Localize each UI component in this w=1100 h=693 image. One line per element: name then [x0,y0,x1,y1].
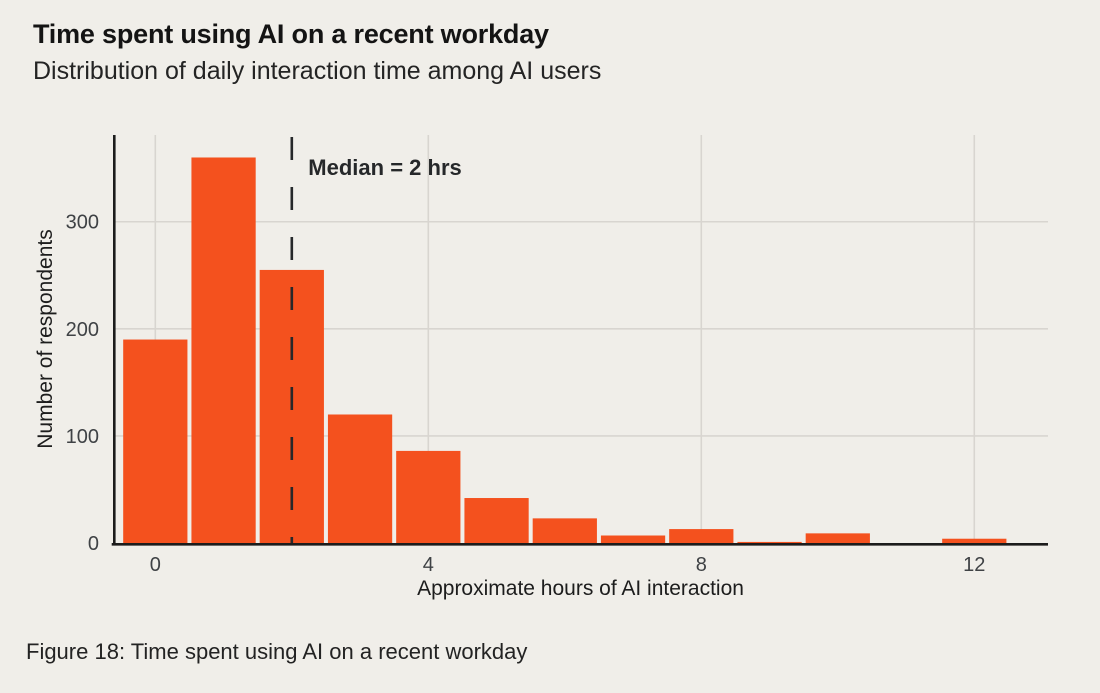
chart-subtitle: Distribution of daily interaction time a… [33,57,602,85]
histogram-bar [942,538,1007,543]
histogram-bar [123,339,188,543]
histogram-bar [396,450,461,543]
histogram-bar [600,535,666,543]
y-tick-label: 200 [66,319,99,341]
histogram-bar [464,498,529,543]
x-tick-label: 12 [963,554,985,576]
y-tick-label: 100 [66,426,99,448]
chart-title: Time spent using AI on a recent workday [33,19,549,49]
x-tick-label: 8 [696,554,707,576]
x-tick-label: 0 [150,554,161,576]
y-tick-label: 300 [66,212,99,234]
y-axis-label: Number of respondents [34,229,57,449]
y-tick-label: 0 [88,533,99,555]
x-tick-label: 4 [423,554,434,576]
median-annotation: Median = 2 hrs [308,155,461,180]
histogram-bar [669,529,734,543]
figure-caption: Figure 18: Time spent using AI on a rece… [26,639,528,664]
histogram-bar [805,533,870,543]
histogram-bar [532,518,597,543]
x-axis-label: Approximate hours of AI interaction [417,577,744,600]
histogram-bar [327,414,393,543]
histogram-bar [191,157,256,543]
histogram-bar [737,541,802,543]
